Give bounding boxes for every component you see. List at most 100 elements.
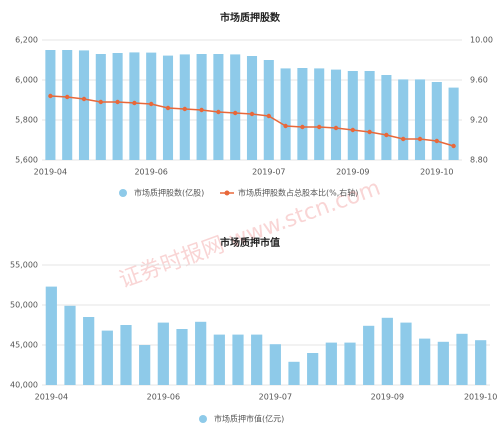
bar xyxy=(196,54,207,160)
point xyxy=(48,93,53,99)
bar xyxy=(344,342,356,385)
point xyxy=(451,143,456,149)
bar xyxy=(398,79,409,160)
point xyxy=(317,124,322,130)
chart-title: 市场质押股数 xyxy=(220,11,281,24)
bar xyxy=(45,286,57,385)
point xyxy=(132,100,137,106)
point xyxy=(182,106,187,112)
x-tick-label: 2019-09 xyxy=(371,393,404,402)
bar xyxy=(330,69,342,160)
point xyxy=(283,123,288,129)
point xyxy=(417,136,423,142)
y2-tick-label: 8.80 xyxy=(470,156,488,165)
point xyxy=(65,94,70,100)
bar xyxy=(101,330,113,385)
x-tick-label: 2019-07 xyxy=(252,168,285,177)
bar xyxy=(364,71,375,160)
point xyxy=(81,96,87,102)
bar xyxy=(64,305,76,385)
bar xyxy=(213,334,225,385)
point xyxy=(216,109,221,115)
x-tick-label: 2019-10 xyxy=(464,393,497,402)
bar xyxy=(297,68,308,160)
point xyxy=(98,99,104,105)
y-tick-label: 6,000 xyxy=(15,76,38,85)
y-tick-label: 5,600 xyxy=(15,156,38,165)
bar xyxy=(62,50,73,160)
bar xyxy=(213,54,224,160)
point xyxy=(384,132,389,138)
legend-label: 市场质押市值(亿元) xyxy=(214,414,284,424)
y2-tick-label: 9.60 xyxy=(470,76,488,85)
bar xyxy=(414,79,426,160)
bar xyxy=(288,361,300,385)
bar xyxy=(307,353,319,385)
x-tick-label: 2019-04 xyxy=(35,393,68,402)
x-tick-label: 2019-06 xyxy=(147,393,180,402)
point xyxy=(165,105,171,111)
bar xyxy=(45,50,56,160)
point xyxy=(149,101,154,107)
point xyxy=(434,138,439,144)
point xyxy=(249,111,255,117)
y-tick-label: 6,200 xyxy=(15,36,38,45)
x-tick-label: 2019-10 xyxy=(420,168,453,177)
bar xyxy=(176,329,188,385)
bar xyxy=(448,87,459,160)
point xyxy=(367,129,372,135)
bar xyxy=(146,52,157,160)
bar xyxy=(120,325,132,385)
x-tick-label: 2019-06 xyxy=(134,168,167,177)
bar xyxy=(246,56,258,160)
point xyxy=(300,124,305,130)
bar xyxy=(251,334,263,385)
bar xyxy=(112,53,123,160)
bar xyxy=(437,341,449,385)
bar xyxy=(139,345,151,385)
bar xyxy=(83,317,95,385)
y2-tick-label: 10.00 xyxy=(470,36,493,45)
bar xyxy=(419,338,431,385)
legend-label: 市场质押股数占总股本比(%,右轴) xyxy=(238,188,358,198)
bar xyxy=(129,52,140,160)
bar xyxy=(95,54,106,160)
bar xyxy=(195,321,207,385)
y-tick-label: 50,000 xyxy=(10,301,38,310)
legend-marker xyxy=(119,189,127,197)
point xyxy=(401,136,406,142)
y-tick-label: 5,800 xyxy=(15,116,38,125)
x-tick-label: 2019-07 xyxy=(259,393,292,402)
bar xyxy=(263,60,274,160)
bar xyxy=(78,50,90,160)
legend-marker xyxy=(199,415,207,423)
point xyxy=(333,125,339,131)
point xyxy=(233,110,238,116)
y-tick-label: 55,000 xyxy=(10,261,38,270)
bar xyxy=(325,342,337,385)
bar xyxy=(314,68,325,160)
bar xyxy=(363,325,375,385)
y2-tick-label: 9.20 xyxy=(470,116,488,125)
bar xyxy=(269,344,281,385)
point xyxy=(350,127,355,133)
y-tick-label: 40,000 xyxy=(10,381,38,390)
point xyxy=(115,99,120,105)
bar xyxy=(381,75,392,160)
x-tick-label: 2019-04 xyxy=(34,168,67,177)
chart-title: 市场质押市值 xyxy=(220,236,280,249)
bar xyxy=(232,334,244,385)
bar xyxy=(431,82,442,160)
bar xyxy=(400,322,412,385)
bar xyxy=(475,340,487,385)
bar xyxy=(456,333,468,385)
legend-label: 市场质押股数(亿股) xyxy=(134,188,204,198)
bar xyxy=(280,68,291,160)
point xyxy=(199,107,204,113)
x-tick-label: 2019-09 xyxy=(336,168,369,177)
point xyxy=(266,113,271,119)
bar xyxy=(157,322,169,385)
y-tick-label: 45,000 xyxy=(10,341,38,350)
bar xyxy=(230,54,241,160)
